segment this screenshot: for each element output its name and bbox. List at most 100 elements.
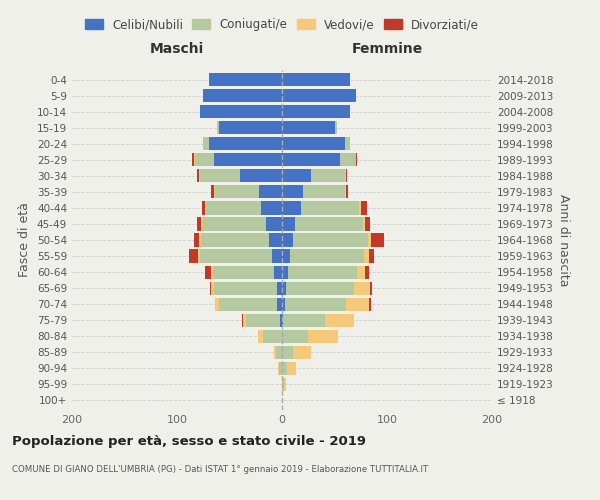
Bar <box>217 121 219 134</box>
Legend: Celibi/Nubili, Coniugati/e, Vedovi/e, Divorziati/e: Celibi/Nubili, Coniugati/e, Vedovi/e, Di… <box>80 14 484 36</box>
Bar <box>282 89 355 102</box>
Bar <box>282 266 289 278</box>
Bar <box>280 314 282 327</box>
Bar <box>368 234 371 246</box>
Bar <box>278 362 279 375</box>
Bar <box>361 202 367 214</box>
Bar <box>311 170 345 182</box>
Bar <box>286 282 355 294</box>
Bar <box>269 234 282 246</box>
Bar <box>282 330 308 343</box>
Bar <box>282 202 301 214</box>
Bar <box>355 282 370 294</box>
Bar <box>295 218 363 230</box>
Bar <box>274 346 276 359</box>
Bar <box>258 330 263 343</box>
Text: COMUNE DI GIANO DELL'UMBRIA (PG) - Dati ISTAT 1° gennaio 2019 - Elaborazione TUT: COMUNE DI GIANO DELL'UMBRIA (PG) - Dati … <box>12 465 428 474</box>
Bar <box>289 266 356 278</box>
Bar <box>194 234 199 246</box>
Bar <box>205 202 206 214</box>
Bar <box>214 186 215 198</box>
Bar <box>371 234 384 246</box>
Bar <box>211 186 214 198</box>
Bar <box>200 105 282 118</box>
Bar <box>359 202 361 214</box>
Bar <box>369 298 371 310</box>
Bar <box>203 218 266 230</box>
Bar <box>197 218 201 230</box>
Bar <box>282 105 350 118</box>
Bar <box>282 73 350 86</box>
Text: Popolazione per età, sesso e stato civile - 2019: Popolazione per età, sesso e stato civil… <box>12 435 366 448</box>
Bar <box>259 186 282 198</box>
Bar <box>346 170 347 182</box>
Bar <box>293 346 311 359</box>
Bar <box>346 298 369 310</box>
Bar <box>203 89 282 102</box>
Bar <box>209 137 282 150</box>
Bar <box>243 314 247 327</box>
Bar <box>263 330 282 343</box>
Bar <box>308 330 338 343</box>
Text: Femmine: Femmine <box>352 42 422 56</box>
Bar <box>274 266 282 278</box>
Bar <box>301 202 359 214</box>
Bar <box>266 218 282 230</box>
Bar <box>356 266 365 278</box>
Bar <box>282 137 345 150</box>
Bar <box>200 170 240 182</box>
Bar <box>213 266 274 278</box>
Bar <box>335 121 337 134</box>
Bar <box>282 250 290 262</box>
Text: Maschi: Maschi <box>150 42 204 56</box>
Bar <box>215 186 259 198</box>
Bar <box>355 153 356 166</box>
Bar <box>202 202 205 214</box>
Bar <box>214 153 282 166</box>
Bar <box>206 202 261 214</box>
Bar <box>363 218 365 230</box>
Bar <box>284 378 286 391</box>
Bar <box>293 234 368 246</box>
Bar <box>279 362 282 375</box>
Bar <box>240 170 282 182</box>
Bar <box>340 153 355 166</box>
Bar <box>345 137 350 150</box>
Bar <box>345 170 346 182</box>
Bar <box>211 282 214 294</box>
Bar <box>369 250 374 262</box>
Bar <box>287 362 296 375</box>
Bar <box>282 170 311 182</box>
Bar <box>261 202 282 214</box>
Bar <box>219 298 277 310</box>
Bar <box>194 153 195 166</box>
Bar <box>364 250 369 262</box>
Bar <box>282 153 340 166</box>
Bar <box>285 298 346 310</box>
Bar <box>276 346 282 359</box>
Bar <box>365 218 370 230</box>
Bar <box>282 121 335 134</box>
Bar <box>215 298 219 310</box>
Y-axis label: Anni di nascita: Anni di nascita <box>557 194 570 286</box>
Bar <box>188 250 198 262</box>
Bar <box>199 234 201 246</box>
Bar <box>303 186 345 198</box>
Bar <box>271 250 282 262</box>
Bar <box>277 298 282 310</box>
Bar <box>282 186 303 198</box>
Bar <box>201 234 269 246</box>
Bar <box>205 266 211 278</box>
Bar <box>282 362 287 375</box>
Bar <box>192 153 194 166</box>
Bar <box>282 314 283 327</box>
Bar <box>277 282 282 294</box>
Bar <box>282 346 293 359</box>
Bar <box>282 282 286 294</box>
Bar <box>201 218 203 230</box>
Bar <box>242 314 243 327</box>
Bar <box>283 314 325 327</box>
Bar <box>370 282 372 294</box>
Y-axis label: Fasce di età: Fasce di età <box>19 202 31 278</box>
Bar <box>282 378 284 391</box>
